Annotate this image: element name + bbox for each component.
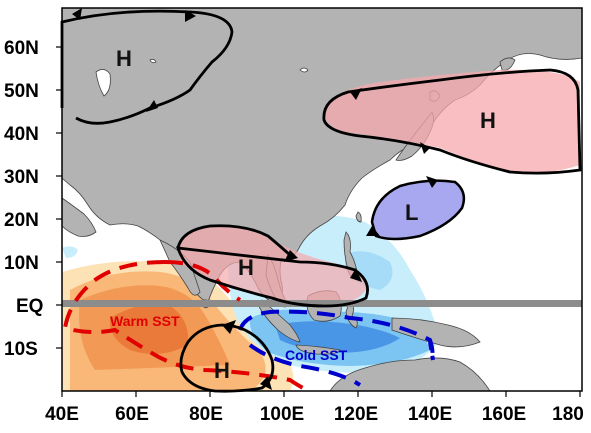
high-southasia-label: H	[238, 255, 254, 280]
arrow-icon	[260, 376, 272, 390]
arrow-icon	[284, 250, 298, 262]
lon-tick-label: 100E	[260, 404, 304, 425]
flow-arrows	[72, 8, 438, 390]
low-anomaly-fill	[370, 179, 466, 241]
high-anomaly-fills	[178, 69, 580, 306]
warm-sst-label: Warm SST	[110, 313, 180, 329]
lat-tick-label: 20N	[4, 210, 39, 231]
lat-tick-label: 30N	[4, 167, 39, 188]
high-pacific-contour	[322, 68, 582, 175]
high-indian-label: H	[214, 358, 230, 383]
cold-sst-label: Cold SST	[285, 347, 348, 363]
low-pacific-label: L	[405, 200, 418, 225]
java	[295, 344, 341, 355]
lat-axis: 60N 50N 40N 30N 20N 10N EQ 10S	[4, 38, 62, 360]
lon-tick-label: 180	[552, 404, 584, 425]
high-north-contour	[60, 9, 234, 125]
lon-tick-label: 40E	[45, 404, 79, 425]
arrow-icon	[146, 100, 158, 112]
lat-tick-label: EQ	[16, 296, 43, 317]
arrow-icon	[366, 226, 380, 236]
arrow-icon	[222, 320, 236, 334]
high-pacific-label: H	[480, 108, 496, 133]
lat-tick-label: 10S	[4, 339, 38, 360]
lon-tick-label: 80E	[189, 404, 223, 425]
arrow-icon	[72, 8, 82, 20]
lat-tick-label: 10N	[4, 253, 39, 274]
map-frame	[61, 7, 583, 392]
equator-line	[62, 300, 582, 307]
arrow-icon	[350, 268, 362, 282]
australia	[329, 357, 491, 392]
high-north-label: H	[116, 46, 132, 71]
arrow-icon	[185, 10, 196, 22]
lon-tick-label: 140E	[408, 404, 452, 425]
arrow-icon	[420, 142, 430, 154]
lat-tick-label: 50N	[4, 81, 39, 102]
lon-tick-label: 160E	[482, 404, 526, 425]
warm-sst-contour	[62, 260, 311, 393]
arabia	[61, 197, 97, 237]
lat-tick-label: 40N	[4, 124, 39, 145]
lon-axis: 40E 60E 80E 100E 120E 140E 160E 180	[45, 391, 584, 425]
lon-tick-label: 60E	[115, 404, 149, 425]
new-guinea	[391, 317, 481, 348]
caspian-sea	[95, 69, 111, 97]
arrow-icon	[350, 88, 362, 100]
arrow-icon	[426, 176, 438, 188]
lon-tick-label: 120E	[334, 404, 378, 425]
lat-tick-label: 60N	[4, 38, 39, 59]
